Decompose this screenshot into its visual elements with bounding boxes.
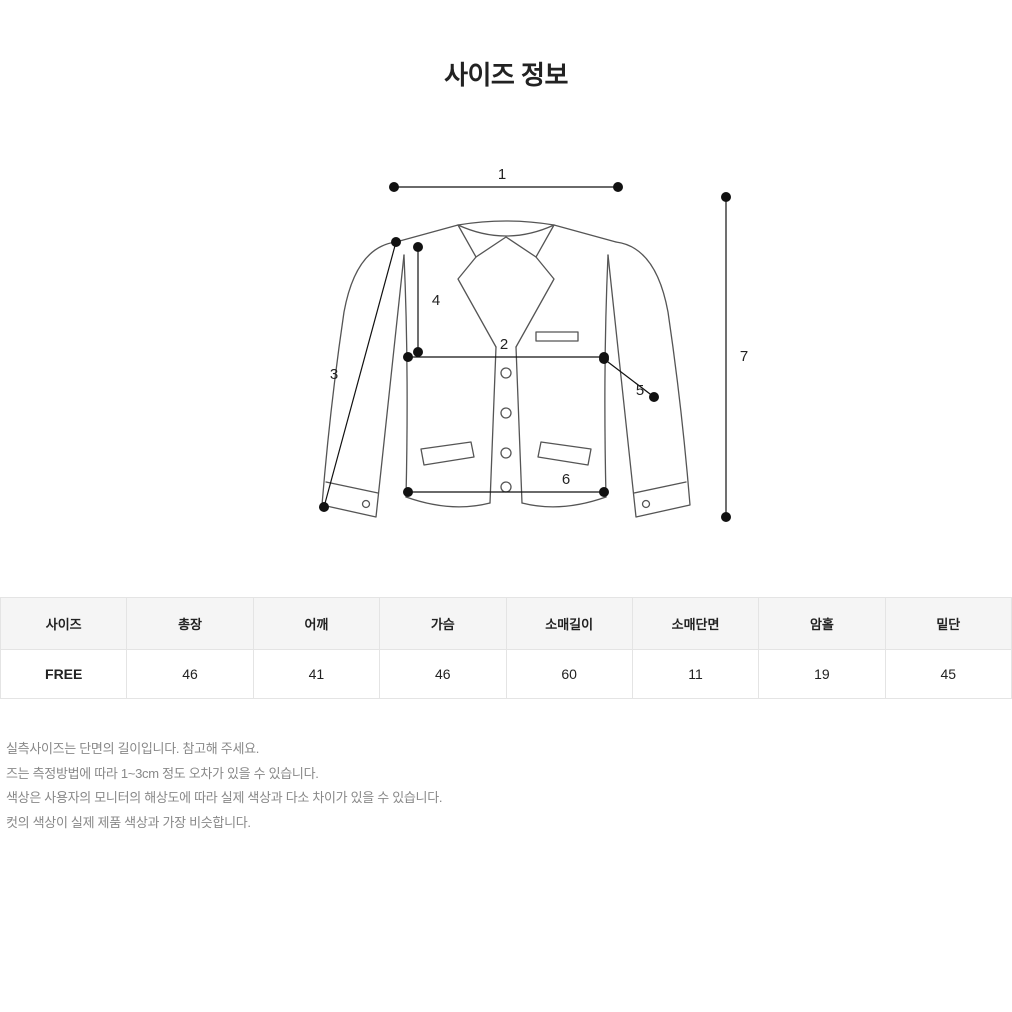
- cell-value: 41: [253, 650, 379, 699]
- dim-label-2: 2: [500, 336, 508, 353]
- note-line: 컷의 색상이 실제 제품 색상과 가장 비슷합니다.: [6, 811, 1012, 836]
- dim-label-3: 3: [330, 366, 338, 383]
- cell-value: 60: [506, 650, 632, 699]
- dim-label-7: 7: [740, 348, 748, 365]
- cell-value: 46: [127, 650, 253, 699]
- dim-label-5: 5: [636, 382, 644, 399]
- dim-label-6: 6: [562, 471, 570, 488]
- col-sleeve: 소매길이: [506, 598, 632, 650]
- cell-value: 19: [759, 650, 885, 699]
- table-row: FREE 46 41 46 60 11 19 45: [1, 650, 1012, 699]
- note-line: 색상은 사용자의 모니터의 해상도에 따라 실제 색상과 다소 차이가 있을 수…: [6, 786, 1012, 811]
- note-line: 즈는 측정방법에 따라 1~3cm 정도 오차가 있을 수 있습니다.: [6, 762, 1012, 787]
- cell-value: 11: [632, 650, 758, 699]
- dim-label-1: 1: [498, 166, 506, 183]
- jacket-diagram: 1 2 3 4: [236, 147, 776, 567]
- cell-value: 45: [885, 650, 1011, 699]
- table-header-row: 사이즈 총장 어깨 가슴 소매길이 소매단면 암홀 밑단: [1, 598, 1012, 650]
- col-sleevecut: 소매단면: [632, 598, 758, 650]
- col-chest: 가슴: [380, 598, 506, 650]
- diagram-container: 1 2 3 4: [0, 147, 1012, 567]
- cell-size: FREE: [1, 650, 127, 699]
- col-hem: 밑단: [885, 598, 1011, 650]
- note-line: 실측사이즈는 단면의 길이입니다. 참고해 주세요.: [6, 737, 1012, 762]
- size-table: 사이즈 총장 어깨 가슴 소매길이 소매단면 암홀 밑단 FREE 46 41 …: [0, 597, 1012, 699]
- dim-label-4: 4: [432, 292, 440, 309]
- cell-value: 46: [380, 650, 506, 699]
- notes-block: 실측사이즈는 단면의 길이입니다. 참고해 주세요. 즈는 측정방법에 따라 1…: [0, 737, 1012, 836]
- col-shoulder: 어깨: [253, 598, 379, 650]
- col-armhole: 암홀: [759, 598, 885, 650]
- size-table-container: 사이즈 총장 어깨 가슴 소매길이 소매단면 암홀 밑단 FREE 46 41 …: [0, 597, 1012, 699]
- col-length: 총장: [127, 598, 253, 650]
- col-size: 사이즈: [1, 598, 127, 650]
- page-title: 사이즈 정보: [0, 0, 1012, 92]
